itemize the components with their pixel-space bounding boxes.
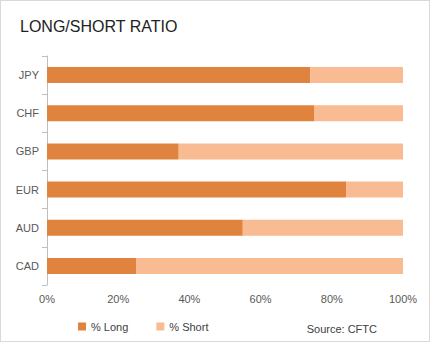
svg-text:GBP: GBP [16,145,39,157]
svg-text:CHF: CHF [16,107,39,119]
svg-text:40%: 40% [178,293,200,305]
svg-text:EUR: EUR [16,184,39,196]
svg-text:JPY: JPY [19,69,40,81]
svg-text:CAD: CAD [16,260,39,272]
svg-text:20%: 20% [107,293,129,305]
svg-text:80%: 80% [321,293,343,305]
svg-text:60%: 60% [250,293,272,305]
svg-text:0%: 0% [39,293,55,305]
svg-text:% Long: % Long [91,321,128,333]
svg-text:Source: CFTC: Source: CFTC [307,323,377,335]
svg-text:AUD: AUD [16,222,39,234]
svg-text:100%: 100% [389,293,417,305]
svg-text:LONG/SHORT RATIO: LONG/SHORT RATIO [20,18,177,35]
svg-text:% Short: % Short [169,321,208,333]
